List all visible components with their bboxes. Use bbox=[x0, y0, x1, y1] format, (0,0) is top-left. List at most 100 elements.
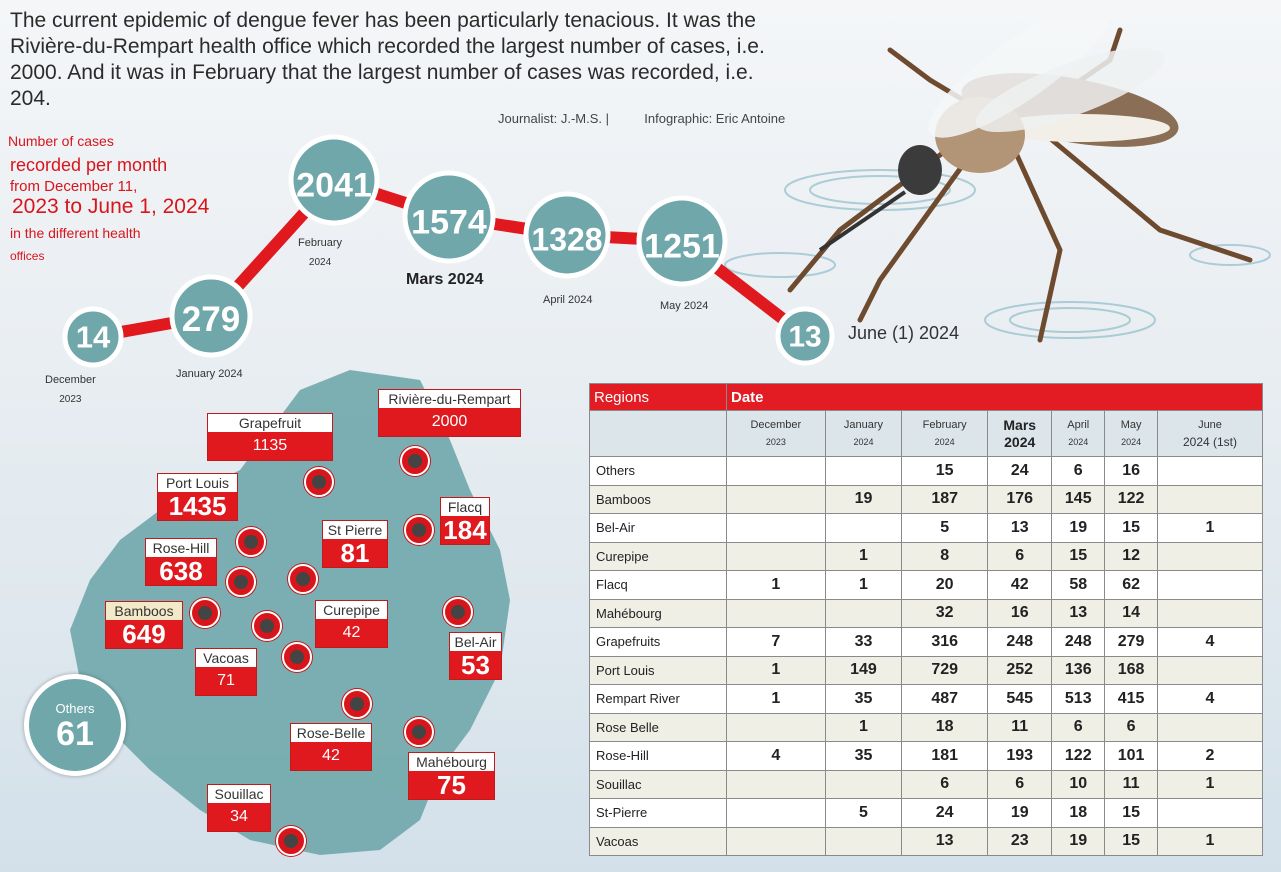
region-value: 42 bbox=[316, 619, 387, 647]
value-cell: 1 bbox=[726, 684, 826, 714]
month-value: 1574 bbox=[411, 204, 487, 242]
region-value: 1435 bbox=[158, 492, 237, 520]
region-cell: Rempart River bbox=[589, 684, 727, 714]
date-header: Date bbox=[726, 383, 1263, 411]
mauritius-map bbox=[70, 370, 510, 855]
value-cell bbox=[726, 541, 826, 571]
month-column-header: February 2024 bbox=[901, 410, 989, 457]
value-cell bbox=[824, 513, 903, 543]
value-cell: 101 bbox=[1104, 741, 1158, 771]
region-name: Curepipe bbox=[316, 601, 387, 619]
infographic-credit: Infographic: Eric Antoine bbox=[644, 111, 786, 126]
value-cell: 1 bbox=[824, 570, 903, 600]
value-cell: 13 bbox=[1051, 598, 1106, 628]
month-bubble bbox=[775, 306, 835, 366]
others-circle: Others 61 bbox=[24, 674, 126, 776]
value-cell: 122 bbox=[1104, 484, 1158, 514]
value-cell: 4 bbox=[1157, 684, 1263, 714]
region-riviere-du-rempart: Rivière-du-Rempart 2000 bbox=[378, 389, 521, 437]
region-value: 184 bbox=[441, 516, 489, 544]
region-value: 75 bbox=[409, 771, 494, 799]
table-row: Rose Belle 1 18 11 6 6 bbox=[589, 712, 1263, 742]
value-cell bbox=[1157, 798, 1263, 828]
month-value: 1251 bbox=[644, 227, 720, 265]
others-name: Others bbox=[55, 701, 95, 716]
table-row: Grapefruits 7 33 316 248 248 279 4 bbox=[589, 627, 1263, 657]
monthly-cases-chart: 14 279 2041 1574 1328 1251 13 bbox=[62, 134, 835, 368]
intro-text: The current epidemic of dengue fever has… bbox=[10, 9, 765, 110]
value-cell: 1 bbox=[1157, 513, 1263, 543]
value-cell: 149 bbox=[824, 655, 903, 685]
value-cell: 19 bbox=[824, 484, 903, 514]
table-row: Souillac 6 6 10 11 1 bbox=[589, 769, 1263, 799]
value-cell: 11 bbox=[987, 712, 1053, 742]
value-cell: 6 bbox=[987, 541, 1053, 571]
region-value: 71 bbox=[196, 667, 256, 695]
value-cell: 13 bbox=[987, 513, 1053, 543]
value-cell: 35 bbox=[824, 741, 903, 771]
value-cell: 122 bbox=[1051, 741, 1106, 771]
value-cell bbox=[824, 769, 903, 799]
table-row: Rose-Hill 4 35 181 193 122 101 2 bbox=[589, 741, 1263, 771]
value-cell: 8 bbox=[901, 541, 989, 571]
value-cell: 15 bbox=[901, 456, 989, 486]
region-name: Souillac bbox=[208, 785, 270, 803]
region-mahebourg: Mahébourg 75 bbox=[408, 752, 495, 800]
value-cell: 12 bbox=[1104, 541, 1158, 571]
value-cell bbox=[1157, 712, 1263, 742]
value-cell: 1 bbox=[1157, 826, 1263, 856]
value-cell: 10 bbox=[1051, 769, 1106, 799]
journalist-credit: Journalist: J.-M.S. | bbox=[498, 111, 610, 126]
region-name: Mahébourg bbox=[409, 753, 494, 771]
value-cell: 4 bbox=[1157, 627, 1263, 657]
value-cell: 1 bbox=[824, 712, 903, 742]
value-cell: 136 bbox=[1051, 655, 1106, 685]
value-cell: 6 bbox=[1104, 712, 1158, 742]
table-row: Vacoas 13 23 19 15 1 bbox=[589, 826, 1263, 856]
region-flacq: Flacq 184 bbox=[440, 497, 490, 545]
value-cell: 513 bbox=[1051, 684, 1106, 714]
month-bubble bbox=[402, 170, 496, 264]
value-cell: 176 bbox=[987, 484, 1053, 514]
value-cell: 187 bbox=[901, 484, 989, 514]
month-value: 13 bbox=[788, 320, 821, 353]
value-cell bbox=[1157, 655, 1263, 685]
month-column-header: June 2024 (1st) bbox=[1157, 410, 1263, 457]
value-cell: 279 bbox=[1104, 627, 1158, 657]
value-cell: 6 bbox=[1051, 712, 1106, 742]
region-name: Rose-Hill bbox=[146, 539, 216, 557]
region-rose-belle: Rose-Belle 42 bbox=[290, 723, 372, 771]
region-name: Flacq bbox=[441, 498, 489, 516]
month-label: June (1) 2024 bbox=[848, 323, 960, 343]
map-pin bbox=[443, 597, 473, 627]
value-cell bbox=[1157, 570, 1263, 600]
table-row: St-Pierre 5 24 19 18 15 bbox=[589, 798, 1263, 828]
value-cell: 15 bbox=[1104, 798, 1158, 828]
month-label: May 2024 bbox=[660, 300, 709, 312]
value-cell: 16 bbox=[987, 598, 1053, 628]
value-cell: 168 bbox=[1104, 655, 1158, 685]
region-value: 42 bbox=[291, 742, 371, 770]
subtitle-line-6: offices bbox=[10, 249, 45, 263]
month-label: December 2023 bbox=[45, 374, 96, 405]
region-value: 1135 bbox=[208, 432, 332, 460]
month-value: 14 bbox=[76, 320, 111, 355]
region-name: Rose-Belle bbox=[291, 724, 371, 742]
region-value: 81 bbox=[323, 539, 387, 567]
region-port-louis: Port Louis 1435 bbox=[157, 473, 238, 521]
credits: Journalist: J.-M.S. | Infographic: Eric … bbox=[498, 111, 785, 126]
value-cell: 252 bbox=[987, 655, 1053, 685]
value-cell bbox=[824, 826, 903, 856]
subtitle-line-4: 2023 to June 1, 2024 bbox=[12, 195, 210, 218]
value-cell: 24 bbox=[987, 456, 1053, 486]
region-cell: Bamboos bbox=[589, 484, 727, 514]
region-cell: Flacq bbox=[589, 570, 727, 600]
month-label: February 2024 bbox=[298, 237, 343, 268]
value-cell bbox=[1157, 484, 1263, 514]
map-pin bbox=[404, 717, 434, 747]
region-cell: Others bbox=[589, 456, 727, 486]
value-cell: 7 bbox=[726, 627, 826, 657]
region-cell: Rose-Hill bbox=[589, 741, 727, 771]
map-pin bbox=[404, 515, 434, 545]
month-column-header: January 2024 bbox=[824, 410, 903, 457]
